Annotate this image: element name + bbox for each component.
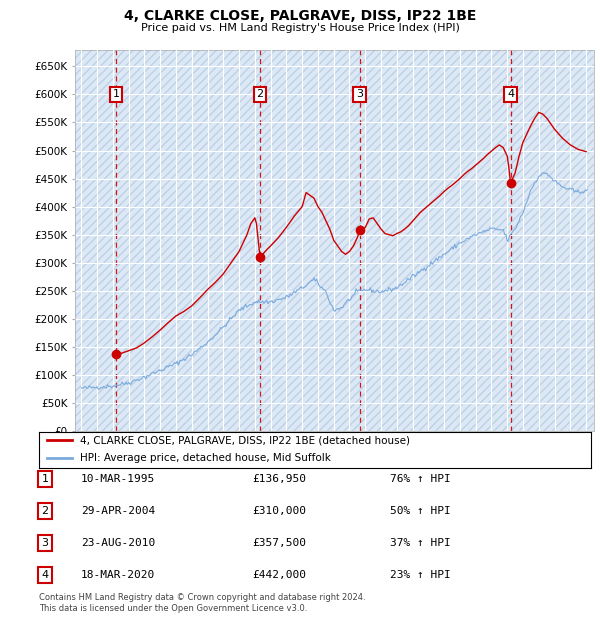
Text: 4, CLARKE CLOSE, PALGRAVE, DISS, IP22 1BE: 4, CLARKE CLOSE, PALGRAVE, DISS, IP22 1B…: [124, 9, 476, 24]
Text: 50% ↑ HPI: 50% ↑ HPI: [390, 506, 451, 516]
Text: 1: 1: [41, 474, 49, 484]
Text: 18-MAR-2020: 18-MAR-2020: [81, 570, 155, 580]
Text: 10-MAR-1995: 10-MAR-1995: [81, 474, 155, 484]
Text: 1: 1: [112, 89, 119, 99]
Text: £357,500: £357,500: [252, 538, 306, 548]
Text: 2: 2: [41, 506, 49, 516]
Text: 23-AUG-2010: 23-AUG-2010: [81, 538, 155, 548]
Text: £310,000: £310,000: [252, 506, 306, 516]
Text: 4: 4: [507, 89, 514, 99]
Text: Price paid vs. HM Land Registry's House Price Index (HPI): Price paid vs. HM Land Registry's House …: [140, 23, 460, 33]
Text: 23% ↑ HPI: 23% ↑ HPI: [390, 570, 451, 580]
Text: 3: 3: [356, 89, 363, 99]
Text: 4: 4: [41, 570, 49, 580]
Text: £136,950: £136,950: [252, 474, 306, 484]
Text: 37% ↑ HPI: 37% ↑ HPI: [390, 538, 451, 548]
Text: 29-APR-2004: 29-APR-2004: [81, 506, 155, 516]
Text: 76% ↑ HPI: 76% ↑ HPI: [390, 474, 451, 484]
Text: 4, CLARKE CLOSE, PALGRAVE, DISS, IP22 1BE (detached house): 4, CLARKE CLOSE, PALGRAVE, DISS, IP22 1B…: [80, 435, 410, 445]
Text: 3: 3: [41, 538, 49, 548]
Text: Contains HM Land Registry data © Crown copyright and database right 2024.
This d: Contains HM Land Registry data © Crown c…: [39, 593, 365, 613]
Text: £442,000: £442,000: [252, 570, 306, 580]
Text: 2: 2: [256, 89, 263, 99]
Text: HPI: Average price, detached house, Mid Suffolk: HPI: Average price, detached house, Mid …: [80, 453, 331, 463]
